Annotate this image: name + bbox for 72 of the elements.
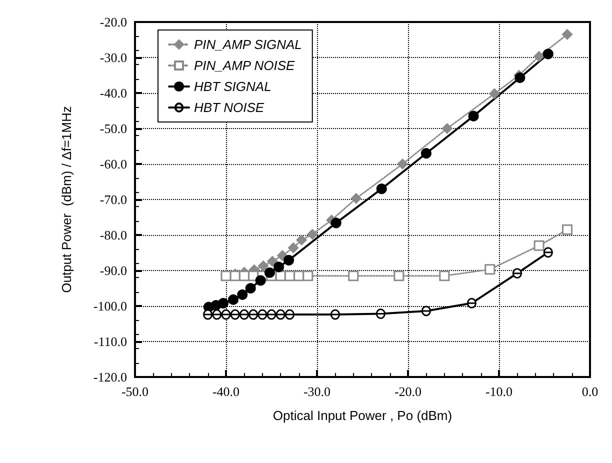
legend-label: PIN_AMP NOISE — [194, 58, 295, 73]
y-tick-label: -60.0 — [100, 156, 127, 172]
point — [237, 289, 248, 300]
point — [228, 294, 239, 305]
y-tick-label: -90.0 — [100, 263, 127, 278]
point — [348, 270, 359, 282]
point — [350, 193, 362, 204]
point — [562, 224, 572, 235]
point — [255, 275, 266, 286]
point — [330, 218, 342, 228]
point — [218, 298, 229, 308]
point — [212, 309, 222, 320]
y-tick-label: -100.0 — [93, 298, 127, 314]
point — [230, 309, 240, 320]
point — [266, 309, 277, 320]
point — [274, 262, 284, 272]
point — [512, 268, 522, 279]
point — [302, 270, 314, 282]
point — [375, 308, 386, 319]
legend-label: HBT SIGNAL — [194, 79, 272, 94]
x-axis-title: Optical Input Power , Po (dBm) — [272, 408, 452, 423]
point — [245, 283, 256, 294]
y-tick-label: -110.0 — [94, 334, 127, 349]
point — [284, 254, 294, 266]
point — [439, 270, 450, 282]
point — [202, 309, 214, 320]
y-axis-title: Output Power (dBm) / Δf=1MHz — [59, 106, 74, 293]
point — [420, 306, 432, 316]
x-tick-label: -50.0 — [121, 384, 149, 399]
y-tick-label: -70.0 — [100, 192, 127, 207]
x-tick-label: -10.0 — [485, 384, 513, 399]
y-tick-label: -40.0 — [100, 86, 127, 100]
point — [296, 234, 307, 246]
point — [484, 264, 496, 275]
point — [288, 242, 299, 254]
x-tick-label: -20.0 — [394, 384, 422, 399]
y-tick-label: -30.0 — [100, 50, 127, 65]
point — [307, 229, 318, 240]
point — [466, 298, 477, 308]
point — [468, 110, 479, 122]
x-tick-label: 0.0 — [582, 384, 598, 399]
point — [330, 309, 340, 320]
point — [284, 309, 295, 320]
point — [442, 123, 452, 134]
point — [394, 270, 404, 282]
point — [258, 260, 269, 272]
point — [542, 247, 554, 258]
point — [275, 309, 286, 320]
point — [267, 256, 278, 267]
point — [534, 240, 544, 251]
point — [238, 309, 250, 320]
point — [376, 184, 387, 194]
point — [248, 309, 259, 320]
point — [489, 88, 500, 99]
x-tick-label: -30.0 — [303, 384, 331, 399]
point — [542, 48, 554, 60]
point — [420, 148, 432, 159]
legend-label: HBT NOISE — [194, 100, 264, 115]
x-tick-label: -40.0 — [212, 384, 240, 399]
point — [514, 72, 526, 83]
y-tick-label: -50.0 — [100, 121, 127, 136]
point — [277, 250, 288, 261]
y-tick-label: -80.0 — [100, 228, 127, 242]
y-tick-label: -20.0 — [100, 14, 127, 30]
legend-label: PIN_AMP SIGNAL — [194, 37, 302, 52]
point — [257, 309, 268, 320]
point — [264, 267, 275, 278]
point — [220, 309, 232, 320]
point — [534, 51, 544, 62]
point — [397, 158, 408, 170]
point — [562, 29, 572, 40]
y-tick-label: -120.0 — [93, 370, 127, 384]
